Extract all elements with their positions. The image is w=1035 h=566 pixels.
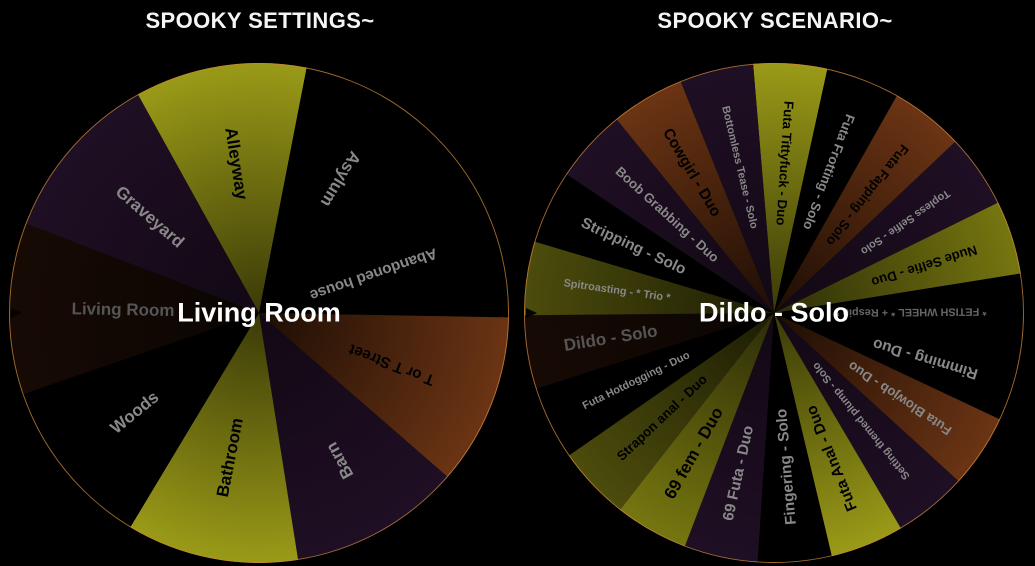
svg-text:* FETISH WHEEL * + Respin *: * FETISH WHEEL * + Respin * xyxy=(834,305,986,318)
svg-text:Living Room: Living Room xyxy=(71,299,174,320)
